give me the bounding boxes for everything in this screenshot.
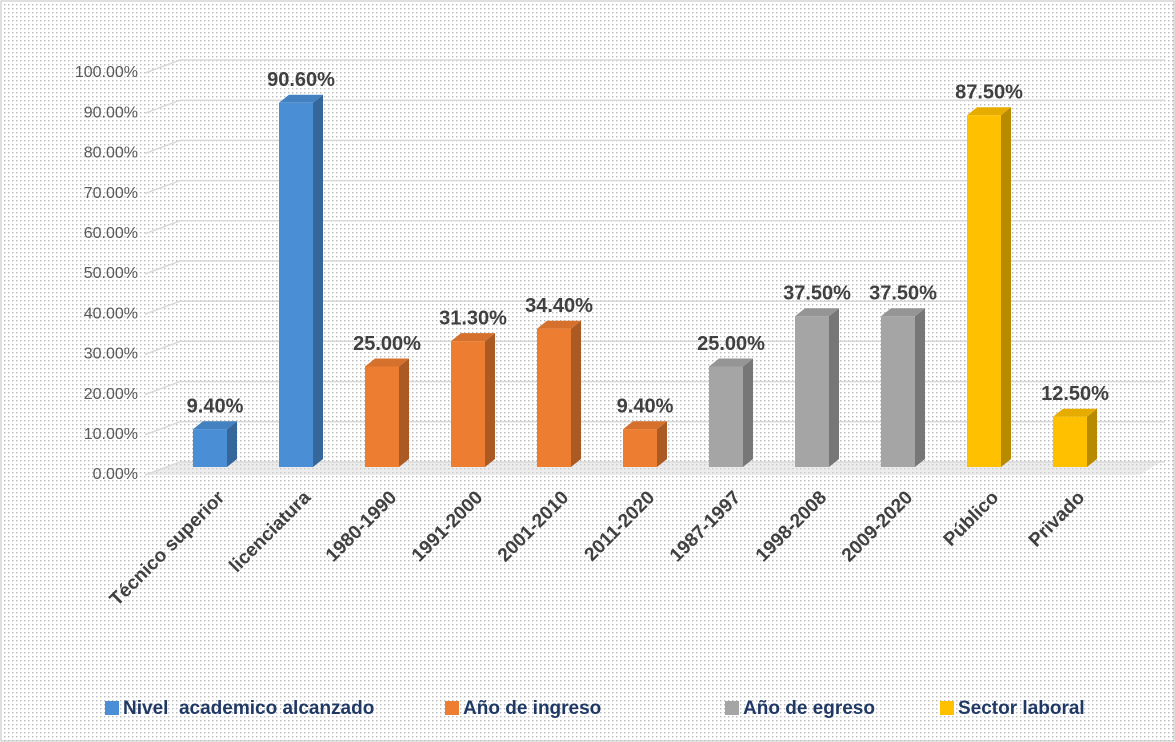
legend-label: Año de egreso <box>743 698 875 719</box>
bar <box>623 429 657 467</box>
data-label: 9.40% <box>187 395 244 417</box>
data-label: 25.00% <box>353 333 421 355</box>
bar-top <box>537 320 581 329</box>
grid-line <box>144 461 1165 476</box>
y-tick-label: 0.00% <box>93 466 138 483</box>
bar <box>709 366 743 467</box>
data-label: 25.00% <box>697 333 765 355</box>
data-label: 87.50% <box>955 82 1023 104</box>
bar-top <box>795 308 839 317</box>
y-tick-label: 20.00% <box>84 386 138 403</box>
bar-top <box>451 333 495 342</box>
legend-swatch <box>940 701 954 715</box>
y-tick-label: 80.00% <box>84 145 138 162</box>
y-tick-label: 60.00% <box>84 225 138 242</box>
y-tick-label: 100.00% <box>75 64 138 81</box>
data-label: 9.40% <box>617 395 674 417</box>
bar-side <box>743 358 753 467</box>
bar-side <box>227 421 237 467</box>
bar-side <box>313 94 323 468</box>
grid-line <box>144 260 1165 275</box>
bar-side <box>485 333 495 467</box>
bar <box>279 102 313 468</box>
grid-line <box>144 99 1165 114</box>
grid-line <box>144 139 1165 155</box>
bar <box>193 429 227 467</box>
bar-side <box>657 421 667 467</box>
grid-line <box>144 179 1165 195</box>
bar-side <box>571 320 581 467</box>
data-label: 31.30% <box>439 307 507 329</box>
bar-top <box>881 308 925 317</box>
bar <box>967 115 1001 467</box>
grid-line <box>144 220 1165 235</box>
bar-side <box>915 308 925 467</box>
bar-top <box>967 107 1011 116</box>
data-label: 37.50% <box>783 283 851 305</box>
bar-top <box>279 94 323 103</box>
bar-side <box>829 308 839 467</box>
legend-swatch <box>445 701 459 715</box>
bar <box>365 366 399 467</box>
y-tick-label: 70.00% <box>84 185 138 202</box>
grid-line <box>144 59 1165 74</box>
bar <box>795 316 829 467</box>
y-tick-label: 30.00% <box>84 346 138 363</box>
grid-line <box>144 300 1165 315</box>
legend-label: Sector laboral <box>958 698 1085 719</box>
bar-top <box>193 421 237 430</box>
legend-label: Nivel academico alcanzado <box>123 698 374 719</box>
bar-top <box>1053 408 1097 417</box>
data-label: 37.50% <box>869 283 937 305</box>
bar-top <box>709 358 753 367</box>
y-tick-label: 10.00% <box>84 426 138 443</box>
bar <box>537 328 571 467</box>
bar-top <box>365 358 409 367</box>
y-tick-label: 90.00% <box>84 104 138 121</box>
legend-swatch <box>725 701 739 715</box>
bar-top <box>623 421 667 430</box>
bar <box>451 341 485 467</box>
data-label: 34.40% <box>525 295 593 317</box>
bar-side <box>1087 408 1097 467</box>
bar <box>1053 416 1087 467</box>
bar <box>881 316 915 467</box>
data-label: 12.50% <box>1041 383 1109 405</box>
y-tick-label: 40.00% <box>84 305 138 322</box>
legend-swatch <box>105 701 119 715</box>
bar-side <box>399 358 409 467</box>
data-label: 90.60% <box>267 69 335 91</box>
y-tick-label: 50.00% <box>84 265 138 282</box>
legend-label: Año de ingreso <box>463 698 601 719</box>
bar-side <box>1001 107 1011 467</box>
